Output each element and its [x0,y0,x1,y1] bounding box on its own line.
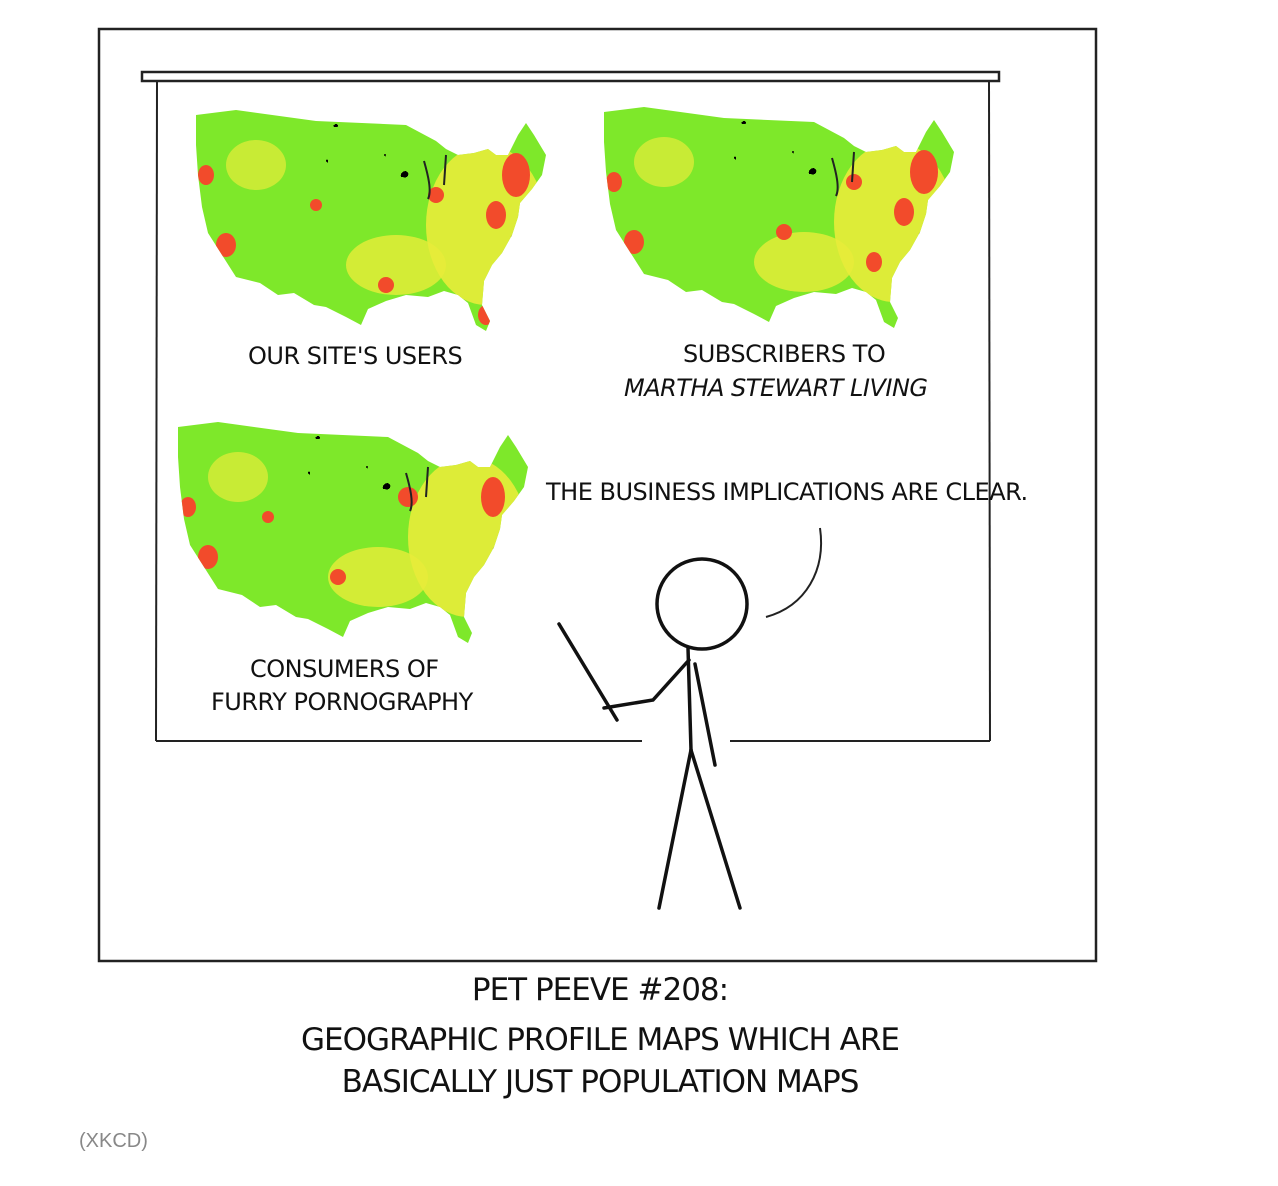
caption-line1: PET PEEVE #208: [471,972,729,1008]
caption-line3: BASICALLY JUST POPULATION MAPS [341,1064,860,1100]
map-label-furry-line2: FURRY PORNOGRAPHY [211,688,473,716]
caption-line2: GEOGRAPHIC PROFILE MAPS WHICH ARE [301,1022,900,1058]
pointer-stick [557,622,619,722]
screen-right-edge [988,80,991,742]
map-label-martha-line1: SUBSCRIBERS TO [683,340,886,368]
speech-text: THE BUSINESS IMPLICATIONS ARE CLEAR. [546,478,1028,506]
screen-bar [140,70,1001,83]
map-label-martha-line2: MARTHA STEWART LIVING [624,374,928,402]
map-label-site-users: OUR SITE'S USERS [248,342,463,370]
credit-text: (XKCD) [79,1130,148,1152]
screen-left-edge [155,80,158,742]
stick-figure [557,557,749,910]
map-label-furry-line1: CONSUMERS OF [250,655,439,683]
speech-tail [765,527,822,618]
